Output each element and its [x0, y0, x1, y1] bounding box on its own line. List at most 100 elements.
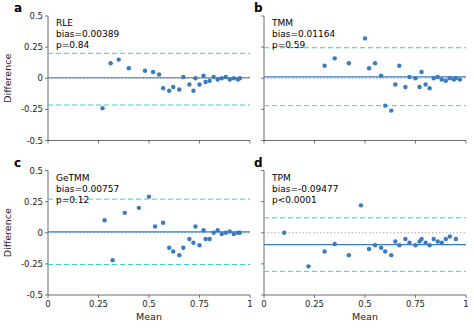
- point: [171, 85, 175, 89]
- y-tick: [45, 295, 48, 296]
- annotation: bias=0.00757: [56, 184, 119, 194]
- x-tick: [264, 141, 265, 144]
- point: [147, 194, 151, 198]
- y-tick: [45, 140, 48, 141]
- x-tick: [250, 141, 251, 144]
- x-tick: [48, 295, 49, 298]
- panel-label: d: [254, 156, 263, 170]
- point: [151, 70, 155, 74]
- point: [423, 82, 427, 86]
- y-tick: [261, 201, 264, 202]
- x-tick: [415, 295, 416, 298]
- panel: 00.250.50.751dTPMbias=-0.09477p<0.0001Me…: [254, 156, 469, 323]
- y-tick: [45, 170, 48, 171]
- point: [397, 243, 401, 247]
- point: [417, 85, 421, 89]
- point: [191, 89, 195, 93]
- x-axis-label: Mean: [136, 311, 162, 322]
- panel: bTMMbias=0.01164p=0.59: [254, 1, 466, 144]
- reference-line: [264, 217, 466, 218]
- plot-area: [48, 53, 250, 110]
- point: [181, 75, 185, 79]
- y-tick-label: 0: [38, 73, 43, 83]
- point: [419, 237, 423, 241]
- point: [427, 86, 431, 90]
- y-tick: [45, 232, 48, 233]
- point: [440, 77, 444, 81]
- point: [215, 77, 219, 81]
- point: [177, 253, 181, 257]
- point: [161, 86, 165, 90]
- x-tick: [466, 295, 467, 298]
- point: [448, 76, 452, 80]
- point: [383, 249, 387, 253]
- panel-label: c: [14, 156, 21, 170]
- reference-line: [264, 232, 466, 233]
- x-tick-label: 0.5: [142, 299, 156, 309]
- panel-label: a: [14, 1, 22, 15]
- y-tick: [45, 78, 48, 79]
- point: [393, 82, 397, 86]
- point: [203, 237, 207, 241]
- point: [167, 245, 171, 249]
- point: [444, 237, 448, 241]
- x-tick-label: 0.75: [406, 299, 425, 309]
- point: [454, 237, 458, 241]
- point: [373, 61, 377, 65]
- point: [187, 82, 191, 86]
- annotation: p<0.0001: [272, 195, 317, 205]
- point: [171, 249, 175, 253]
- point: [333, 242, 337, 246]
- x-tick: [466, 141, 467, 144]
- point: [102, 218, 106, 222]
- reference-line: [48, 105, 250, 106]
- y-tick: [45, 16, 48, 17]
- annotation: p=0.12: [56, 195, 89, 205]
- point: [207, 237, 211, 241]
- x-tick-label: 0.5: [358, 299, 372, 309]
- annotation: p=0.59: [272, 40, 306, 50]
- point: [211, 75, 215, 79]
- point: [123, 211, 127, 215]
- x-tick: [314, 141, 315, 144]
- x-tick-label: 0: [45, 299, 50, 309]
- point: [110, 258, 114, 262]
- y-tick: [261, 295, 264, 296]
- annotation: bias=0.00389: [56, 29, 119, 39]
- point: [191, 241, 195, 245]
- point: [197, 243, 201, 247]
- panel-title: RLE: [56, 18, 73, 28]
- point: [454, 76, 458, 80]
- y-axis-label: Difference: [2, 54, 13, 103]
- y-tick: [261, 78, 264, 79]
- point: [436, 75, 440, 79]
- panel-title: GeTMM: [56, 173, 90, 183]
- y-tick-label: 0.5: [29, 11, 43, 21]
- point: [238, 231, 242, 235]
- point: [193, 224, 197, 228]
- point: [440, 241, 444, 245]
- point: [322, 64, 326, 68]
- point: [157, 72, 161, 76]
- point: [197, 82, 201, 86]
- plot-area: [48, 194, 250, 264]
- annotation: bias=0.01164: [272, 29, 335, 39]
- y-tick-label: 0: [38, 228, 43, 238]
- plot-area: [264, 36, 466, 113]
- point: [224, 75, 228, 79]
- point: [203, 80, 207, 84]
- point: [211, 231, 215, 235]
- point: [389, 253, 393, 257]
- point: [407, 241, 411, 245]
- y-tick: [261, 16, 264, 17]
- y-tick: [261, 263, 264, 264]
- point: [419, 70, 423, 74]
- point: [232, 232, 236, 236]
- y-axis-label: Difference: [2, 208, 13, 257]
- point: [177, 87, 181, 91]
- x-tick: [365, 295, 366, 298]
- x-tick: [48, 141, 49, 144]
- point: [367, 66, 371, 70]
- point: [427, 243, 431, 247]
- point: [306, 264, 310, 268]
